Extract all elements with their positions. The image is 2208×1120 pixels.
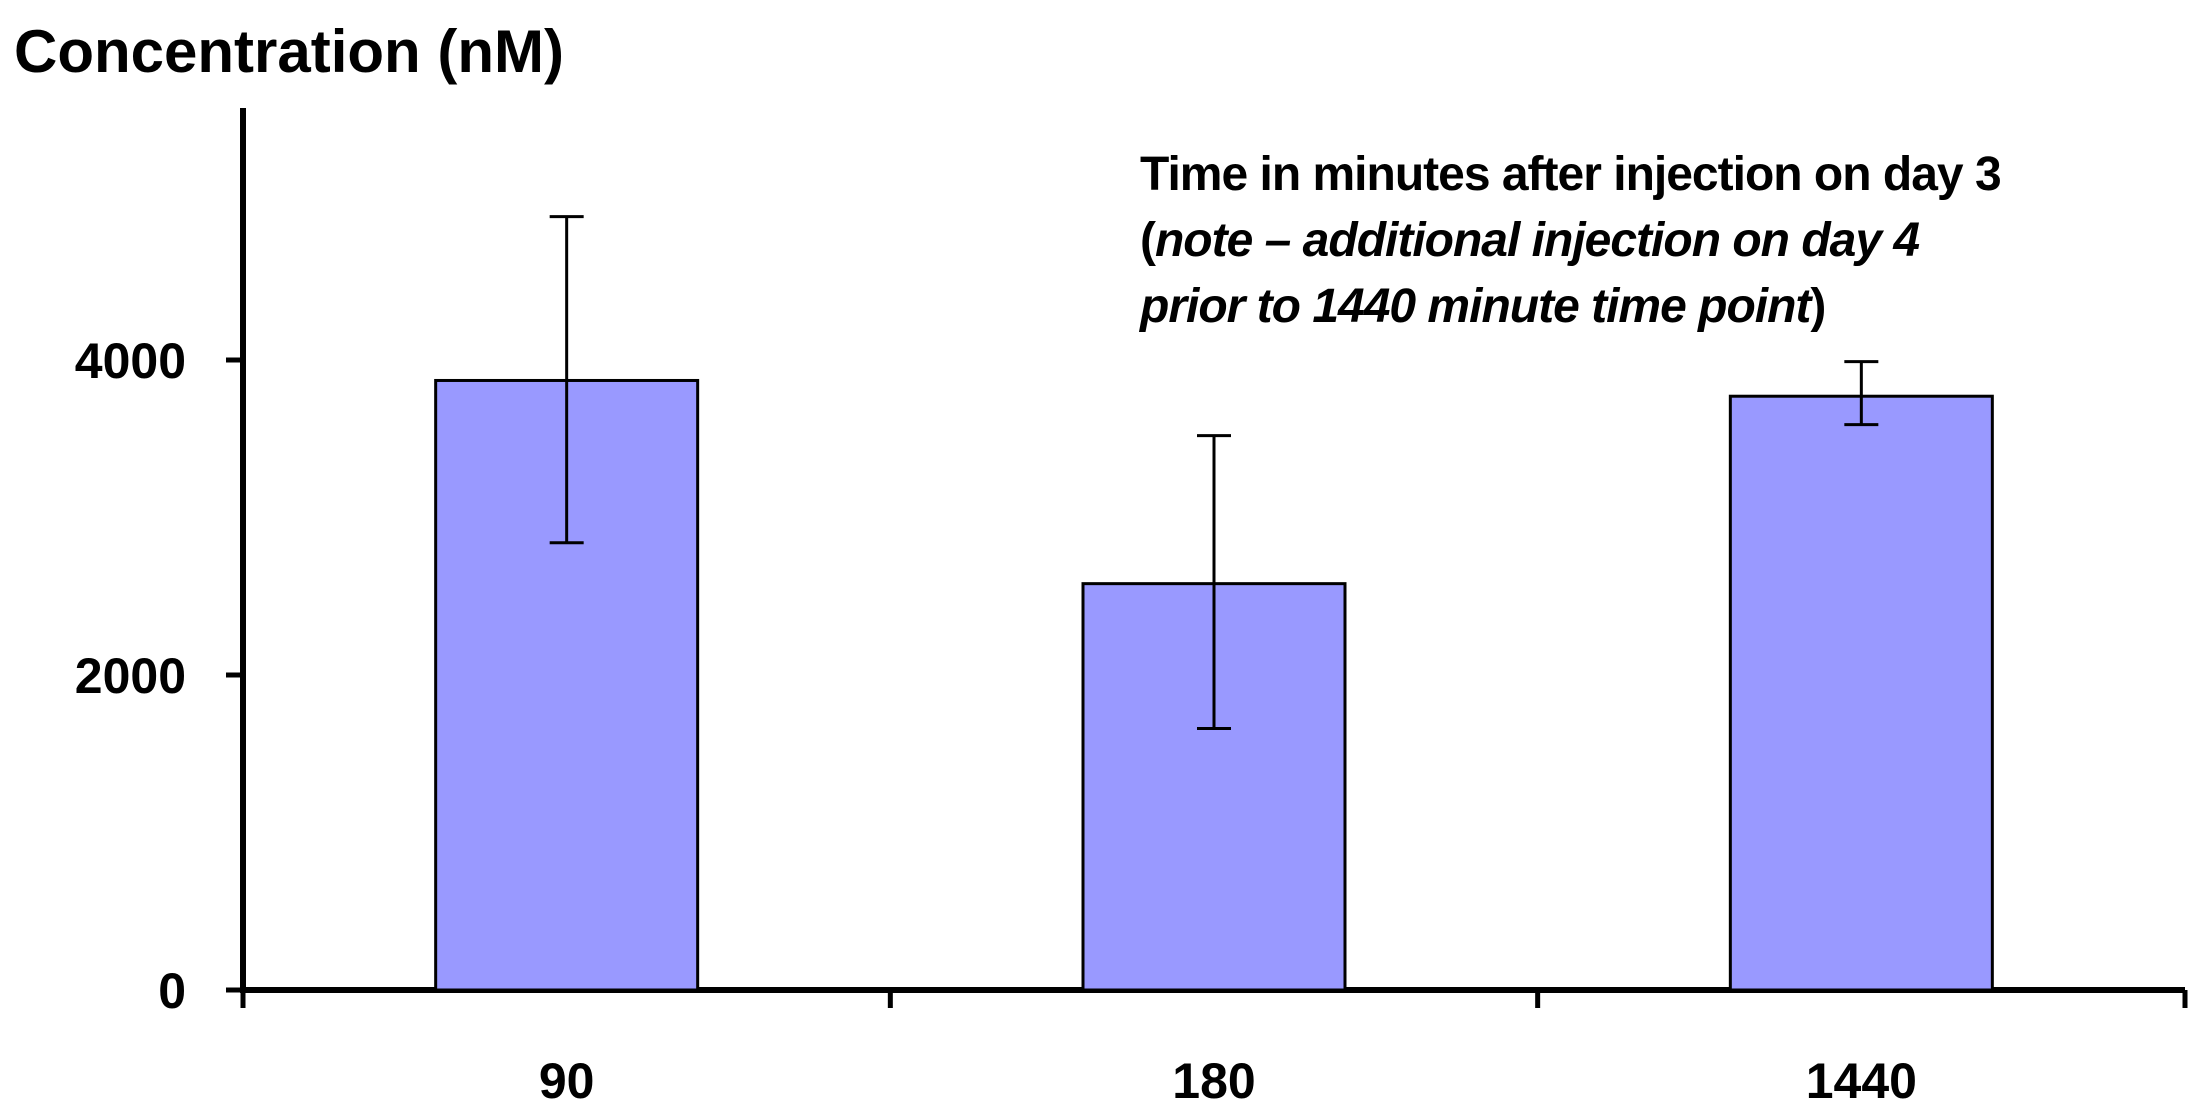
annotation-line-3: prior to 1440 minute time point) [1138,280,1825,333]
x-tick-label: 1440 [1806,1053,1917,1109]
y-tick-label: 4000 [75,333,186,389]
y-tick-label: 2000 [75,648,186,704]
y-ticks: 0 2000 4000 [75,333,243,1019]
x-ticks: 90 180 1440 [240,990,2188,1109]
y-axis-title: Concentration (nM) [14,18,564,85]
annotation-line-2: (note – additional injection on day 4 [1140,214,1919,267]
bar [1081,582,1347,992]
y-tick-label: 0 [158,963,186,1019]
x-tick-label: 90 [539,1053,595,1109]
bar [1728,394,1994,992]
annotation-line-1: Time in minutes after injection on day 3 [1140,148,2001,201]
error-bars [549,215,1879,731]
x-tick-label: 180 [1172,1053,1255,1109]
